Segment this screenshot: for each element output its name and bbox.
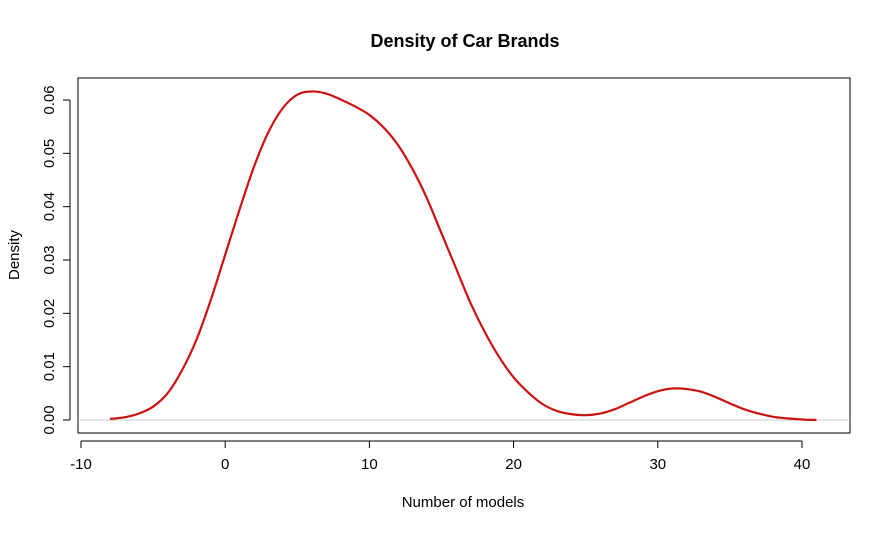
plot-frame: [77, 77, 851, 434]
y-tick-label: 0.04: [41, 192, 58, 221]
density-curve: [109, 90, 817, 422]
y-tick-label: 0.01: [41, 352, 58, 381]
x-axis-label: Number of models: [402, 494, 525, 511]
x-tick-label: 20: [505, 456, 522, 473]
y-tick-label: 0.02: [41, 299, 58, 328]
x-tick-label: 10: [361, 456, 378, 473]
y-axis-label: Density: [6, 229, 23, 280]
series-layer: [109, 90, 817, 422]
x-tick-label: 30: [649, 456, 666, 473]
x-axis: -10 0 10 20 30 40: [70, 440, 811, 473]
y-axis: 0.00 0.01 0.02 0.03 0.04 0.05 0.06: [41, 85, 71, 435]
y-tick-label: 0.03: [41, 245, 58, 274]
x-tick-label: -10: [70, 456, 92, 473]
y-tick-label: 0.06: [41, 85, 58, 114]
x-tick-label: 40: [794, 456, 811, 473]
y-tick-label: 0.05: [41, 139, 58, 168]
y-tick-label: 0.00: [41, 405, 58, 434]
chart-title: Density of Car Brands: [370, 31, 559, 51]
x-tick-label: 0: [221, 456, 229, 473]
